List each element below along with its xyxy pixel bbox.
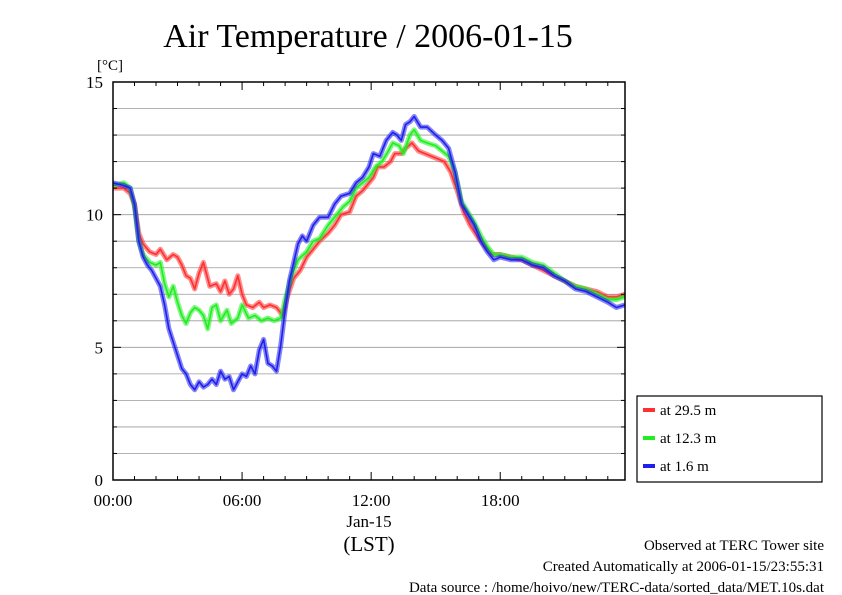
chart-title: Air Temperature / 2006-01-15 bbox=[163, 18, 573, 55]
x-tick-label: 12:00 bbox=[352, 491, 391, 510]
footer-site-text: Observed at TERC Tower site bbox=[644, 538, 824, 554]
footer-created-text: Created Automatically at 2006-01-15/23:5… bbox=[543, 559, 824, 575]
y-tick-label: 10 bbox=[86, 206, 103, 225]
grid-lines bbox=[113, 108, 625, 454]
series-lines bbox=[112, 114, 626, 393]
plot-frame bbox=[112, 81, 626, 481]
x-tick-label: 00:00 bbox=[94, 491, 133, 510]
series-line-1 bbox=[112, 129, 626, 330]
series-line-2 bbox=[112, 115, 626, 391]
x-axis-label: (LST) bbox=[343, 532, 394, 556]
legend-entry-label: at 12.3 m bbox=[660, 431, 717, 447]
legend-entry-label: at 1.6 m bbox=[660, 459, 709, 475]
y-tick-label: 15 bbox=[86, 73, 103, 92]
legend: at 29.5 m at 12.3 m at 1.6 m bbox=[643, 403, 717, 475]
legend-entry-label: at 29.5 m bbox=[660, 403, 717, 419]
series-line-halo-2 bbox=[112, 114, 626, 393]
x-tick-label: 06:00 bbox=[223, 491, 262, 510]
x-axis-ticks: 00:00 06:00 12:00 18:00 bbox=[94, 82, 609, 510]
legend-box bbox=[636, 395, 823, 483]
x-axis-date-label: Jan-15 bbox=[346, 512, 391, 531]
footer-source-text: Data source : /home/hoivo/new/TERC-data/… bbox=[409, 580, 825, 595]
y-axis-ticks: 0 5 10 15 bbox=[86, 73, 625, 490]
y-tick-label: 0 bbox=[95, 471, 104, 490]
y-tick-label: 5 bbox=[95, 338, 104, 357]
y-axis-unit-label: [°C] bbox=[97, 58, 123, 74]
x-tick-label: 18:00 bbox=[481, 491, 520, 510]
